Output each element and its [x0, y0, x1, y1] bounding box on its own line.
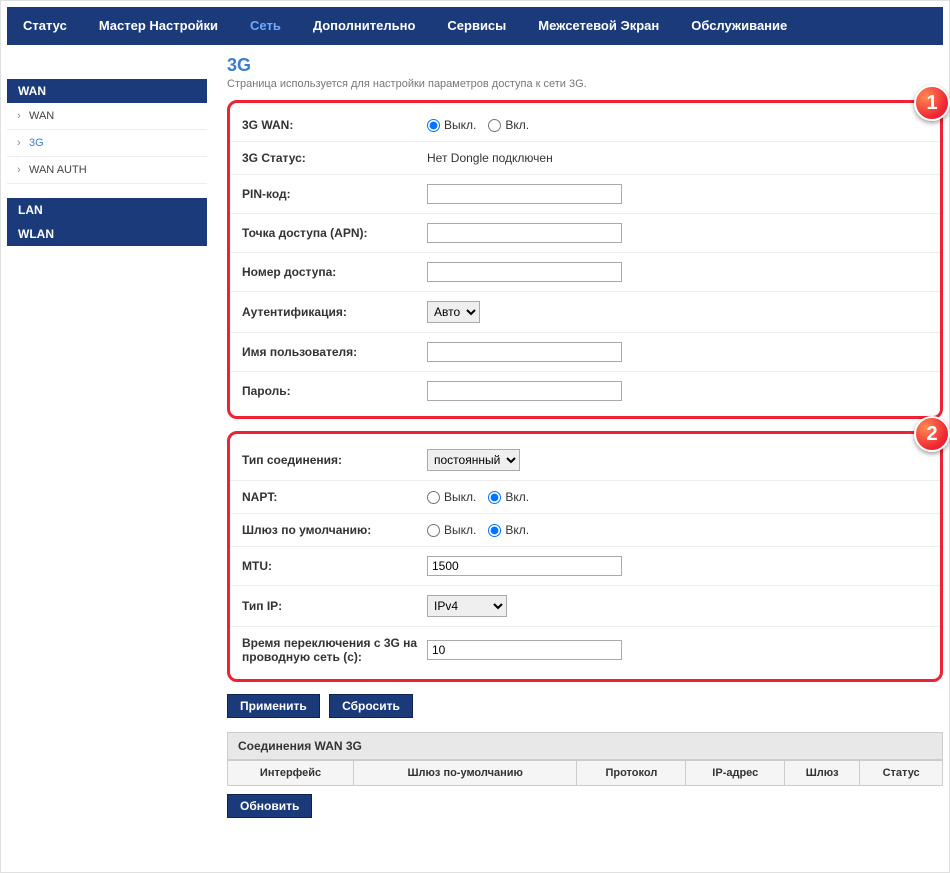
settings-box-1: 1 3G WAN: Выкл. Вкл. 3G Статус: Нет Dong…: [227, 100, 943, 419]
radio-label-on: Вкл.: [505, 118, 529, 132]
input-pin[interactable]: [427, 184, 622, 204]
settings-box-2: 2 Тип соединения: постоянный NAPT: Выкл.…: [227, 431, 943, 682]
label-mtu: MTU:: [242, 559, 427, 573]
select-conn-type[interactable]: постоянный: [427, 449, 520, 471]
sidebar-header-wlan[interactable]: WLAN: [7, 222, 207, 246]
th-interface: Интерфейс: [228, 761, 354, 786]
radio-3g-wan-off[interactable]: [427, 119, 440, 132]
radio-gw-on[interactable]: [488, 524, 501, 537]
input-mtu[interactable]: [427, 556, 622, 576]
label-default-gw: Шлюз по умолчанию:: [242, 523, 427, 537]
th-gw: Шлюз: [785, 761, 860, 786]
radio-napt-on[interactable]: [488, 491, 501, 504]
radio-napt-on-label: Вкл.: [505, 490, 529, 504]
input-password[interactable]: [427, 381, 622, 401]
radio-3g-wan-on[interactable]: [488, 119, 501, 132]
radio-gw-on-label: Вкл.: [505, 523, 529, 537]
page-description: Страница используется для настройки пара…: [227, 78, 943, 90]
th-protocol: Протокол: [577, 761, 686, 786]
sidebar-item-wan-auth[interactable]: WAN AUTH: [7, 157, 207, 184]
nav-services[interactable]: Сервисы: [431, 7, 522, 45]
page-title: 3G: [227, 55, 943, 76]
label-username: Имя пользователя:: [242, 345, 427, 359]
input-username[interactable]: [427, 342, 622, 362]
input-dial[interactable]: [427, 262, 622, 282]
label-dial: Номер доступа:: [242, 265, 427, 279]
marker-2-icon: 2: [914, 416, 950, 452]
nav-wizard[interactable]: Мастер Настройки: [83, 7, 234, 45]
main-content: 3G Страница используется для настройки п…: [207, 45, 943, 832]
label-3g-wan: 3G WAN:: [242, 118, 427, 132]
input-apn[interactable]: [427, 223, 622, 243]
table-title: Соединения WAN 3G: [227, 732, 943, 760]
sidebar-item-3g[interactable]: 3G: [7, 130, 207, 157]
th-default-gw: Шлюз по-умолчанию: [354, 761, 577, 786]
reset-button[interactable]: Сбросить: [329, 694, 413, 718]
refresh-button[interactable]: Обновить: [227, 794, 312, 818]
label-apn: Точка доступа (APN):: [242, 226, 427, 240]
sidebar-item-wan[interactable]: WAN: [7, 103, 207, 130]
label-napt: NAPT:: [242, 490, 427, 504]
label-auth: Аутентификация:: [242, 305, 427, 319]
nav-advanced[interactable]: Дополнительно: [297, 7, 432, 45]
radio-label-off: Выкл.: [444, 118, 476, 132]
label-3g-status: 3G Статус:: [242, 151, 427, 165]
select-iptype[interactable]: IPv4: [427, 595, 507, 617]
nav-maintenance[interactable]: Обслуживание: [675, 7, 803, 45]
select-auth[interactable]: Авто: [427, 301, 480, 323]
th-status: Статус: [860, 761, 943, 786]
wan-3g-table: Интерфейс Шлюз по-умолчанию Протокол IP-…: [227, 760, 943, 786]
button-row-2: Обновить: [227, 794, 943, 818]
radio-napt-off-label: Выкл.: [444, 490, 476, 504]
input-timeout[interactable]: [427, 640, 622, 660]
nav-status[interactable]: Статус: [7, 7, 83, 45]
label-pin: PIN-код:: [242, 187, 427, 201]
sidebar: WAN WAN 3G WAN AUTH LAN WLAN: [7, 45, 207, 832]
label-iptype: Тип IP:: [242, 599, 427, 613]
label-timeout: Время переключения с 3G на проводную сет…: [242, 636, 427, 664]
label-password: Пароль:: [242, 384, 427, 398]
sidebar-header-wan: WAN: [7, 79, 207, 103]
button-row-1: Применить Сбросить: [227, 694, 943, 718]
marker-1-icon: 1: [914, 85, 950, 121]
top-nav: Статус Мастер Настройки Сеть Дополнитель…: [7, 7, 943, 45]
apply-button[interactable]: Применить: [227, 694, 320, 718]
radio-napt-off[interactable]: [427, 491, 440, 504]
th-ip: IP-адрес: [686, 761, 785, 786]
value-3g-status: Нет Dongle подключен: [427, 151, 928, 165]
nav-network[interactable]: Сеть: [234, 7, 297, 45]
nav-firewall[interactable]: Межсетевой Экран: [522, 7, 675, 45]
radio-gw-off[interactable]: [427, 524, 440, 537]
sidebar-header-lan[interactable]: LAN: [7, 198, 207, 222]
label-conn-type: Тип соединения:: [242, 453, 427, 467]
radio-gw-off-label: Выкл.: [444, 523, 476, 537]
